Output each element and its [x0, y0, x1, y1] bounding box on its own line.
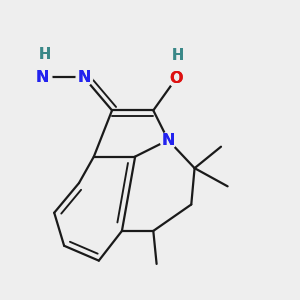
Text: H: H	[172, 48, 184, 63]
Text: H: H	[172, 48, 184, 63]
Text: N: N	[36, 70, 50, 85]
Text: N: N	[161, 133, 175, 148]
Text: N: N	[77, 70, 91, 85]
Text: N: N	[36, 70, 50, 85]
Text: H: H	[38, 47, 50, 62]
Text: N: N	[77, 70, 91, 85]
Text: O: O	[170, 70, 183, 86]
Text: N: N	[161, 133, 175, 148]
Text: O: O	[170, 70, 183, 86]
Text: H: H	[38, 47, 50, 62]
